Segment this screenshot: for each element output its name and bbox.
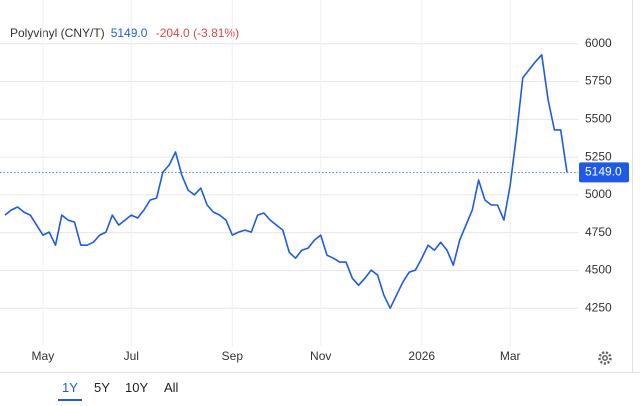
x-tick-label: Nov bbox=[310, 349, 331, 363]
x-tick-label: Mar bbox=[500, 349, 521, 363]
price: 5149.0 bbox=[111, 26, 148, 40]
y-tick-label: 6000 bbox=[585, 36, 612, 50]
x-tick-label: Jul bbox=[124, 349, 139, 363]
last-price-label: 5149.0 bbox=[585, 165, 622, 179]
y-tick-label: 5500 bbox=[585, 112, 612, 126]
y-tick-label: 5750 bbox=[585, 74, 612, 88]
y-tick-label: 4250 bbox=[585, 300, 612, 314]
y-tick-label: 5250 bbox=[585, 149, 612, 163]
price-line bbox=[4, 53, 568, 310]
settings-icon[interactable] bbox=[598, 351, 612, 365]
y-tick-label: 4750 bbox=[585, 225, 612, 239]
range-tab[interactable]: All bbox=[164, 380, 179, 395]
x-tick-label: Sep bbox=[222, 349, 244, 363]
x-tick-label: May bbox=[32, 349, 55, 363]
range-tab[interactable]: 1Y bbox=[58, 378, 82, 401]
header: Polyvinyl (CNY/T) 5149.0 -204.0 (-3.81%) bbox=[10, 26, 239, 40]
range-tab[interactable]: 5Y bbox=[94, 380, 110, 395]
y-tick-label: 5000 bbox=[585, 187, 612, 201]
x-tick-label: 2026 bbox=[408, 349, 435, 363]
chart-title: Polyvinyl (CNY/T) bbox=[10, 26, 105, 40]
last-price-tag bbox=[579, 162, 629, 183]
range-tab[interactable]: 10Y bbox=[125, 380, 149, 395]
change: -204.0 (-3.81%) bbox=[156, 26, 239, 40]
y-tick-label: 4500 bbox=[585, 263, 612, 277]
